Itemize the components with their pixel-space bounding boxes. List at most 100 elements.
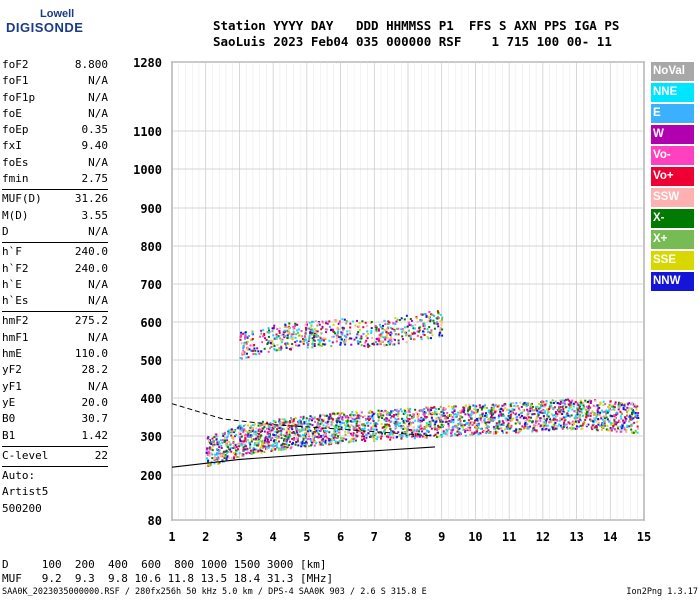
trace-point-o <box>294 443 297 446</box>
trace-point-o <box>426 430 429 432</box>
trace-point-o <box>468 404 471 407</box>
trace-point-o <box>458 427 461 430</box>
trace-point-multihop <box>389 331 392 334</box>
trace-point-o <box>300 445 303 448</box>
trace-point-multihop <box>334 332 337 335</box>
trace-point-o <box>607 406 610 408</box>
trace-point-o <box>419 421 422 423</box>
trace-point-o <box>416 413 419 416</box>
trace-point-o <box>558 405 561 408</box>
trace-point-o <box>352 437 355 440</box>
legend-item-nne: NNE <box>651 83 694 102</box>
trace-point-o <box>453 406 455 409</box>
trace-point-o <box>585 401 588 404</box>
trace-point-multihop <box>243 351 246 354</box>
trace-point-multihop <box>382 324 384 327</box>
trace-point-o <box>480 408 483 411</box>
trace-point-multihop <box>246 352 248 355</box>
trace-point-o <box>253 430 256 433</box>
trace-point-o <box>459 415 462 418</box>
trace-point-multihop <box>283 329 286 332</box>
trace-point-multihop <box>285 342 288 345</box>
trace-point-o <box>388 419 391 422</box>
trace-point-o <box>277 436 280 439</box>
trace-point-o <box>259 448 262 451</box>
trace-point-multihop <box>287 331 290 334</box>
trace-point-o <box>535 417 538 420</box>
trace-point-o <box>465 428 468 430</box>
trace-point-o <box>294 432 297 435</box>
trace-point-o <box>385 425 388 428</box>
trace-point-o <box>519 401 522 404</box>
trace-point-o <box>384 427 387 430</box>
trace-point-o <box>524 427 527 429</box>
trace-point-multihop <box>405 341 408 344</box>
trace-point-o <box>235 454 238 457</box>
trace-point-o <box>536 420 539 423</box>
trace-point-o <box>233 455 235 458</box>
trace-point-o <box>577 404 580 407</box>
trace-point-o <box>393 431 396 434</box>
trace-point-o <box>576 408 579 411</box>
trace-point-o <box>276 437 279 440</box>
trace-point-o <box>478 424 480 427</box>
trace-point-o <box>341 416 344 419</box>
trace-point-o <box>226 435 229 438</box>
trace-point-multihop <box>343 318 346 321</box>
trace-point-multihop <box>362 326 365 329</box>
trace-point-o <box>557 408 560 411</box>
trace-point-o <box>230 447 233 449</box>
trace-point-o <box>575 425 578 428</box>
trace-point-o <box>316 418 319 420</box>
trace-point-o <box>411 417 414 420</box>
trace-point-o <box>207 452 210 455</box>
trace-point-o <box>414 408 417 411</box>
trace-point-o <box>468 407 471 410</box>
trace-point-multihop <box>265 338 268 341</box>
trace-point-o <box>266 436 269 438</box>
trace-point-multihop <box>288 326 291 329</box>
trace-point-multihop <box>433 322 436 325</box>
trace-point-o <box>282 446 284 449</box>
trace-point-o <box>304 442 307 445</box>
trace-point-o <box>457 428 460 431</box>
trace-point-o <box>255 431 258 434</box>
trace-point-o <box>317 429 320 432</box>
trace-point-o <box>439 420 442 423</box>
trace-point-o <box>235 445 238 448</box>
trace-point-multihop <box>432 319 435 322</box>
trace-point-o <box>226 436 228 439</box>
trace-point-o <box>543 423 546 426</box>
trace-point-multihop <box>325 320 328 323</box>
trace-point-o <box>507 414 510 417</box>
trace-point-o <box>302 434 304 437</box>
trace-point-o <box>467 409 470 411</box>
trace-point-multihop <box>313 336 315 339</box>
trace-point-o <box>564 403 567 406</box>
trace-point-o <box>249 441 251 444</box>
trace-point-o <box>585 413 588 416</box>
trace-point-o <box>473 404 476 407</box>
trace-point-o <box>431 412 434 414</box>
trace-point-multihop <box>427 320 430 323</box>
trace-point-o <box>535 408 538 411</box>
trace-point-o <box>351 420 354 423</box>
trace-point-multihop <box>437 317 440 319</box>
trace-point-o <box>412 415 415 418</box>
param-row: yF2 28.2 <box>2 363 108 377</box>
trace-point-o <box>562 408 565 410</box>
trace-point-o <box>377 419 380 422</box>
trace-point-o <box>440 420 443 423</box>
trace-point-o <box>283 448 285 451</box>
trace-point-o <box>552 417 555 420</box>
trace-point-multihop <box>411 324 414 327</box>
trace-point-o <box>437 435 440 438</box>
trace-point-o <box>265 445 268 448</box>
trace-point-o <box>408 429 411 431</box>
trace-point-multihop <box>285 344 287 347</box>
trace-point-multihop <box>297 331 300 334</box>
trace-point-multihop <box>409 334 412 337</box>
trace-point-multihop <box>367 345 370 348</box>
trace-point-o <box>493 427 496 430</box>
trace-point-o <box>446 429 449 432</box>
